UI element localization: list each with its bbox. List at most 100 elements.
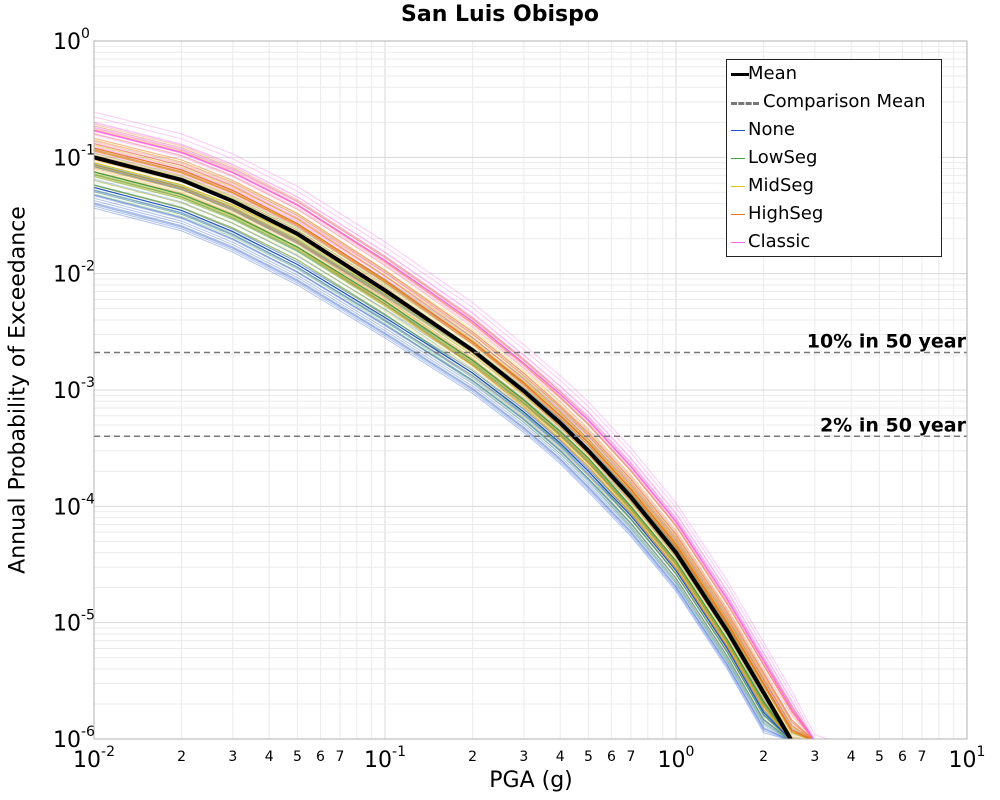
ensemble-line-none [94,205,788,739]
ensemble-line-highseg [94,143,813,739]
ensemble-line-highseg [94,165,791,739]
ensemble-line-classic [94,127,815,739]
ensemble-line-highseg [94,133,814,739]
ensemble-line-midseg [94,164,792,739]
x-tick-label: 101 [949,744,986,773]
ensemble-line-lowseg [94,163,792,739]
legend-item-classic: Classic [727,230,941,256]
ensemble-line-none [94,189,791,739]
x-minor-tick-label: 5 [584,749,593,765]
ensemble-line-highseg [94,159,792,739]
x-minor-tick-label: 6 [607,749,616,765]
ensemble-line-lowseg [94,184,791,739]
ensemble-line-highseg [94,128,814,739]
ensemble-line-highseg [94,137,814,739]
ensemble-line-highseg [94,149,812,739]
ensemble-line-midseg [94,169,791,739]
ensemble-line-none [94,204,789,739]
ensemble-line-lowseg [94,193,790,739]
ensemble-line-midseg [94,150,811,739]
ensemble-line-lowseg [94,174,791,739]
x-minor-tick-label: 4 [847,749,856,765]
ensemble-line-lowseg [94,189,791,739]
ensemble-line-highseg [94,149,812,739]
x-minor-tick-label: 4 [265,749,274,765]
ensemble-line-none [94,165,792,739]
ensemble-line-highseg [94,143,813,739]
ensemble-line-none [94,194,791,739]
ensemble-line-highseg [94,164,792,739]
ensemble-line-midseg [94,175,791,739]
ensemble-line-lowseg [94,179,791,739]
ensemble-line-none [94,184,791,739]
ensemble-line-highseg [94,150,811,739]
y-axis-label: Annual Probability of Exceedance [5,206,31,574]
legend-swatch-none [731,130,745,131]
ensemble-line-none [94,191,791,739]
ensemble-line-highseg [94,139,814,739]
legend-item-comparison-mean: Comparison Mean [727,90,941,116]
series-line-none [94,186,791,739]
x-tick-label: 10-2 [73,744,115,773]
legend-swatch-mean [731,73,749,76]
ensemble-line-highseg [94,171,791,739]
ensemble-line-classic [94,140,814,739]
legend-label-highseg: HighSeg [748,203,824,224]
ensemble-line-none [94,197,790,739]
ensemble-line-lowseg [94,152,812,739]
x-tick-label: 10-1 [364,744,406,773]
x-minor-tick-label: 6 [898,749,907,765]
series-line-midseg [94,162,792,739]
ensemble-line-classic [94,127,815,739]
x-minor-tick-label: 7 [917,749,926,765]
legend-swatch-lowseg [731,158,745,159]
ensemble-line-lowseg [94,154,811,739]
ensemble-line-highseg [94,167,791,739]
ensemble-line-classic [94,122,815,739]
y-tick-label: 10-3 [53,375,95,404]
ensemble-line-midseg [94,165,792,739]
ensemble-line-midseg [94,144,813,739]
ensemble-line-highseg [94,159,792,739]
ensemble-line-classic [94,132,814,739]
y-tick-label: 10-6 [53,724,95,753]
ensemble-line-classic [94,111,830,739]
y-tick-label: 10-2 [53,259,95,288]
plot-area-frame [93,40,968,740]
x-minor-tick-label: 4 [556,749,565,765]
series-line-lowseg [94,171,792,739]
y-tick-label: 10-5 [53,608,95,637]
ensemble-line-lowseg [94,162,792,739]
y-tick-label: 100 [53,26,90,55]
ensemble-line-lowseg [94,173,791,739]
ensemble-line-none [94,166,792,739]
series-line-highseg [94,147,813,739]
ensemble-line-highseg [94,138,814,739]
ensemble-line-lowseg [94,191,790,739]
legend-label-mean: Mean [748,63,798,84]
ensemble-line-none [94,164,792,739]
legend-item-midseg: MidSeg [727,174,941,200]
ensemble-line-midseg [94,170,791,739]
x-minor-tick-label: 2 [468,749,477,765]
reference-line-label-2: 2% in 50 year [820,414,967,436]
ensemble-line-lowseg [94,176,791,739]
reference-lines: 10% in 50 year 2% in 50 year [94,331,967,438]
ensemble-line-lowseg [94,166,792,739]
legend-label-none: None [748,119,795,140]
x-minor-tick-label: 2 [177,749,186,765]
ensemble-line-none [94,203,789,739]
series-lines [94,129,815,739]
x-minor-tick-label: 5 [875,749,884,765]
ensemble-line-midseg [94,149,812,739]
ensemble-line-classic [94,145,813,739]
x-minor-tick-label: 3 [228,749,237,765]
ensemble-line-none [94,184,791,739]
ensemble-line-midseg [94,173,791,739]
ensemble-line-lowseg [94,172,791,739]
ensemble-line-lowseg [94,149,813,739]
reference-line-label-1: 10% in 50 year [807,331,967,353]
ensemble-line-lowseg [94,174,791,739]
ensemble-line-classic [94,134,814,739]
